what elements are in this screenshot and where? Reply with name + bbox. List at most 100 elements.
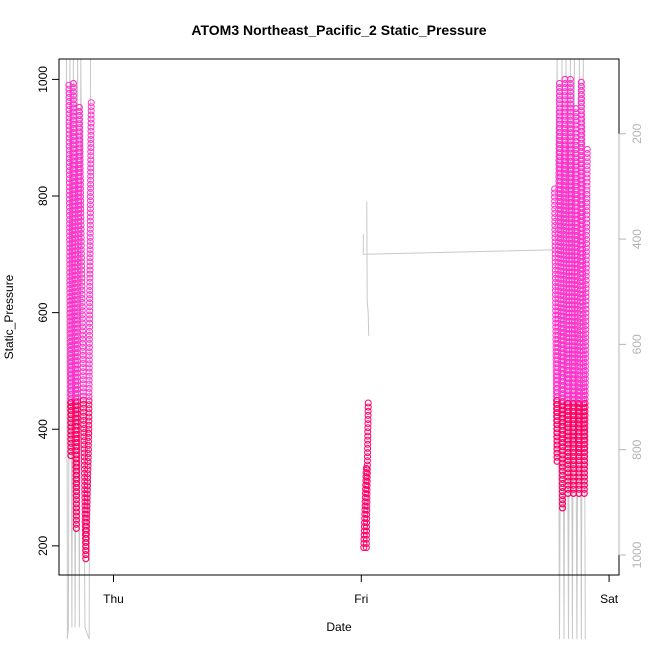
data-point [562,145,569,153]
data-point [581,432,589,440]
data-point [360,527,368,535]
data-point [570,354,578,362]
data-point [570,395,578,403]
data-point [567,125,575,133]
data-point [568,338,576,346]
data-point [78,254,85,262]
data-point [566,75,574,83]
plot-frame [58,58,620,576]
data-point [578,127,586,135]
data-point [578,107,585,115]
data-point [567,207,575,215]
data-point [581,436,589,444]
data-point [73,430,81,438]
data-point [84,446,92,453]
data-point [78,282,86,290]
data-point [84,454,92,462]
data-point [70,214,78,222]
data-point [78,278,86,286]
data-point [583,219,591,227]
data-point [85,360,93,368]
data-point [75,103,83,111]
data-point [76,144,84,152]
data-point [76,164,84,172]
data-point [86,221,94,229]
data-point [582,317,590,325]
data-point [70,226,78,234]
data-point [78,299,86,306]
data-point [85,393,93,401]
data-point [87,99,95,107]
data-point [86,307,94,315]
data-point [85,344,93,352]
data-point [363,515,371,523]
data-point [76,181,84,189]
data-point [86,209,94,217]
data-point [76,120,84,128]
data-point [583,166,591,174]
data-point [83,514,91,522]
data-point [364,424,372,432]
data-point [79,323,86,331]
data-point [582,285,590,293]
data-point [86,229,94,237]
data-point [80,425,88,433]
data-point [73,488,81,496]
data-point [581,428,589,436]
data-point [568,330,576,337]
data-point [570,367,578,375]
data-point [86,250,94,258]
data-point [582,350,589,358]
data-point [85,389,93,396]
data-point [568,227,575,235]
data-point [582,260,590,268]
data-point [69,88,77,96]
data-point [71,251,78,259]
data-point [582,256,590,264]
data-point [364,436,372,444]
data-point [80,433,88,441]
data-point [78,286,86,294]
data-point [567,166,575,174]
data-point [578,103,585,111]
data-point [577,91,585,98]
data-point [87,180,95,188]
data-point [567,186,575,194]
data-point [562,211,570,219]
data-point [80,437,88,445]
data-point [82,535,90,542]
data-point [85,376,93,384]
data-point [561,75,569,83]
data-point [86,299,94,307]
data-point [85,356,93,364]
data-point [582,268,590,276]
data-point [364,453,371,461]
data-point [567,133,575,141]
data-point [583,203,591,211]
data-point [71,373,79,381]
data-point [85,401,93,409]
data-point [363,519,371,527]
chart-title: ATOM3 Northeast_Pacific_2 Static_Pressur… [191,22,486,38]
data-point [86,315,94,323]
data-point [580,489,588,497]
data-point [581,412,589,420]
data-point [78,266,86,274]
x-axis-label: Date [326,620,352,634]
data-point [70,222,78,230]
data-point [570,432,578,440]
data-point [85,429,93,437]
data-point [76,128,84,136]
data-point [76,140,84,148]
data-point [87,123,95,131]
data-point [563,338,571,346]
data-point [567,203,575,210]
data-point [86,287,94,294]
data-point [563,313,571,321]
data-point [581,403,589,411]
depth-trace-line [366,201,370,336]
data-point [70,100,77,108]
y2-tick-label: 600 [630,334,644,354]
data-point [581,416,589,424]
data-point [82,526,90,534]
